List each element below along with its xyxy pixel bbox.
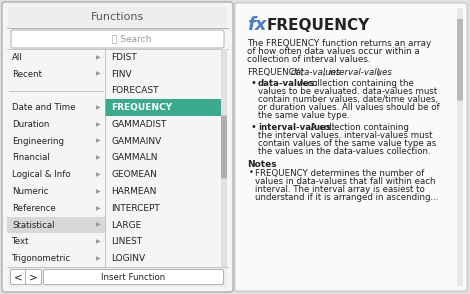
Text: FINV: FINV bbox=[111, 70, 132, 79]
Text: •: • bbox=[249, 168, 254, 177]
Text: INTERCEPT: INTERCEPT bbox=[111, 204, 160, 213]
Text: or duration values. All values should be of: or duration values. All values should be… bbox=[258, 103, 439, 112]
FancyBboxPatch shape bbox=[11, 30, 224, 48]
Text: LOGINV: LOGINV bbox=[111, 254, 145, 263]
Text: Duration: Duration bbox=[12, 120, 49, 129]
Text: ▶: ▶ bbox=[95, 72, 101, 77]
Text: Financial: Financial bbox=[12, 153, 50, 163]
Text: Logical & Info: Logical & Info bbox=[12, 170, 70, 179]
Text: Engineering: Engineering bbox=[12, 137, 64, 146]
Text: FREQUENCY: FREQUENCY bbox=[111, 103, 172, 112]
Text: ▶: ▶ bbox=[95, 172, 101, 177]
Text: collection of interval values.: collection of interval values. bbox=[247, 55, 370, 64]
Text: values in data-values that fall within each: values in data-values that fall within e… bbox=[255, 177, 436, 186]
FancyBboxPatch shape bbox=[2, 2, 233, 292]
Bar bbox=[105, 99, 222, 116]
FancyBboxPatch shape bbox=[10, 270, 26, 285]
Text: ▶: ▶ bbox=[95, 256, 101, 261]
Text: GAMMALN: GAMMALN bbox=[111, 153, 157, 163]
Text: FDIST: FDIST bbox=[111, 53, 137, 62]
Text: ): ) bbox=[376, 68, 379, 77]
Text: Notes: Notes bbox=[247, 160, 277, 169]
FancyBboxPatch shape bbox=[221, 116, 227, 179]
Text: data-values:: data-values: bbox=[258, 79, 319, 88]
Bar bbox=[8, 7, 227, 27]
Text: ,: , bbox=[323, 68, 329, 77]
Bar bbox=[8, 267, 227, 287]
Text: Recent: Recent bbox=[12, 70, 42, 79]
Text: the values in the ​data-values​ collection.: the values in the ​data-values​ collecti… bbox=[258, 147, 431, 156]
Text: The FREQUENCY function returns an array: The FREQUENCY function returns an array bbox=[247, 39, 431, 48]
Text: of how often data values occur within a: of how often data values occur within a bbox=[247, 47, 420, 56]
Text: ▶: ▶ bbox=[95, 189, 101, 194]
Text: •: • bbox=[251, 78, 257, 88]
Text: fx: fx bbox=[247, 16, 266, 34]
Bar bbox=[457, 8, 463, 286]
Text: •: • bbox=[251, 122, 257, 132]
Text: LINEST: LINEST bbox=[111, 237, 142, 246]
Text: ▶: ▶ bbox=[95, 156, 101, 161]
Text: ▶: ▶ bbox=[95, 206, 101, 211]
Text: ▶: ▶ bbox=[95, 139, 101, 144]
Text: Numeric: Numeric bbox=[12, 187, 48, 196]
FancyBboxPatch shape bbox=[235, 3, 467, 291]
Text: All: All bbox=[12, 53, 23, 62]
FancyBboxPatch shape bbox=[25, 270, 41, 285]
Text: interval-values: interval-values bbox=[329, 68, 393, 77]
Text: Text: Text bbox=[12, 237, 30, 246]
Text: FREQUENCY(: FREQUENCY( bbox=[247, 68, 303, 77]
Text: Insert Function: Insert Function bbox=[102, 273, 165, 281]
Text: ▶: ▶ bbox=[95, 223, 101, 228]
Text: GEOMEAN: GEOMEAN bbox=[111, 170, 157, 179]
Text: A collection containing: A collection containing bbox=[308, 123, 409, 132]
Text: interval. The interval array is easiest to: interval. The interval array is easiest … bbox=[255, 185, 425, 194]
Text: ▶: ▶ bbox=[95, 122, 101, 127]
Text: FORECAST: FORECAST bbox=[111, 86, 158, 96]
Text: GAMMAINV: GAMMAINV bbox=[111, 137, 161, 146]
FancyBboxPatch shape bbox=[44, 270, 224, 285]
Text: ▶: ▶ bbox=[95, 105, 101, 110]
Text: LARGE: LARGE bbox=[111, 220, 141, 230]
Text: GAMMADIST: GAMMADIST bbox=[111, 120, 166, 129]
Text: Trigonometric: Trigonometric bbox=[12, 254, 71, 263]
Text: <: < bbox=[14, 272, 23, 282]
Text: HARMEAN: HARMEAN bbox=[111, 187, 157, 196]
Text: data-values: data-values bbox=[291, 68, 342, 77]
Text: contain values of the same value type as: contain values of the same value type as bbox=[258, 139, 436, 148]
Text: contain number values, date/time values,: contain number values, date/time values, bbox=[258, 95, 438, 104]
Text: >: > bbox=[29, 272, 38, 282]
Text: FREQUENCY determines the number of: FREQUENCY determines the number of bbox=[255, 169, 424, 178]
Text: A collection containing the: A collection containing the bbox=[296, 79, 414, 88]
Text: interval-values:: interval-values: bbox=[258, 123, 335, 132]
Text: Functions: Functions bbox=[91, 12, 144, 22]
Bar bbox=[221, 49, 227, 267]
Text: values to be evaluated. ​data-values​ must: values to be evaluated. ​data-values​ mu… bbox=[258, 87, 437, 96]
Text: the interval values. ​interval-values​ must: the interval values. ​interval-values​ m… bbox=[258, 131, 432, 140]
Text: Statistical: Statistical bbox=[12, 220, 55, 230]
Text: FREQUENCY: FREQUENCY bbox=[267, 18, 370, 33]
Text: Reference: Reference bbox=[12, 204, 56, 213]
Text: understand if it is arranged in ascending...: understand if it is arranged in ascendin… bbox=[255, 193, 439, 202]
Text: ▶: ▶ bbox=[95, 239, 101, 244]
Text: ⌕ Search: ⌕ Search bbox=[111, 34, 151, 44]
Bar bbox=[7, 217, 105, 233]
FancyBboxPatch shape bbox=[457, 19, 463, 101]
Text: Date and Time: Date and Time bbox=[12, 103, 76, 112]
Text: ▶: ▶ bbox=[95, 55, 101, 60]
Text: the same value type.: the same value type. bbox=[258, 111, 350, 120]
